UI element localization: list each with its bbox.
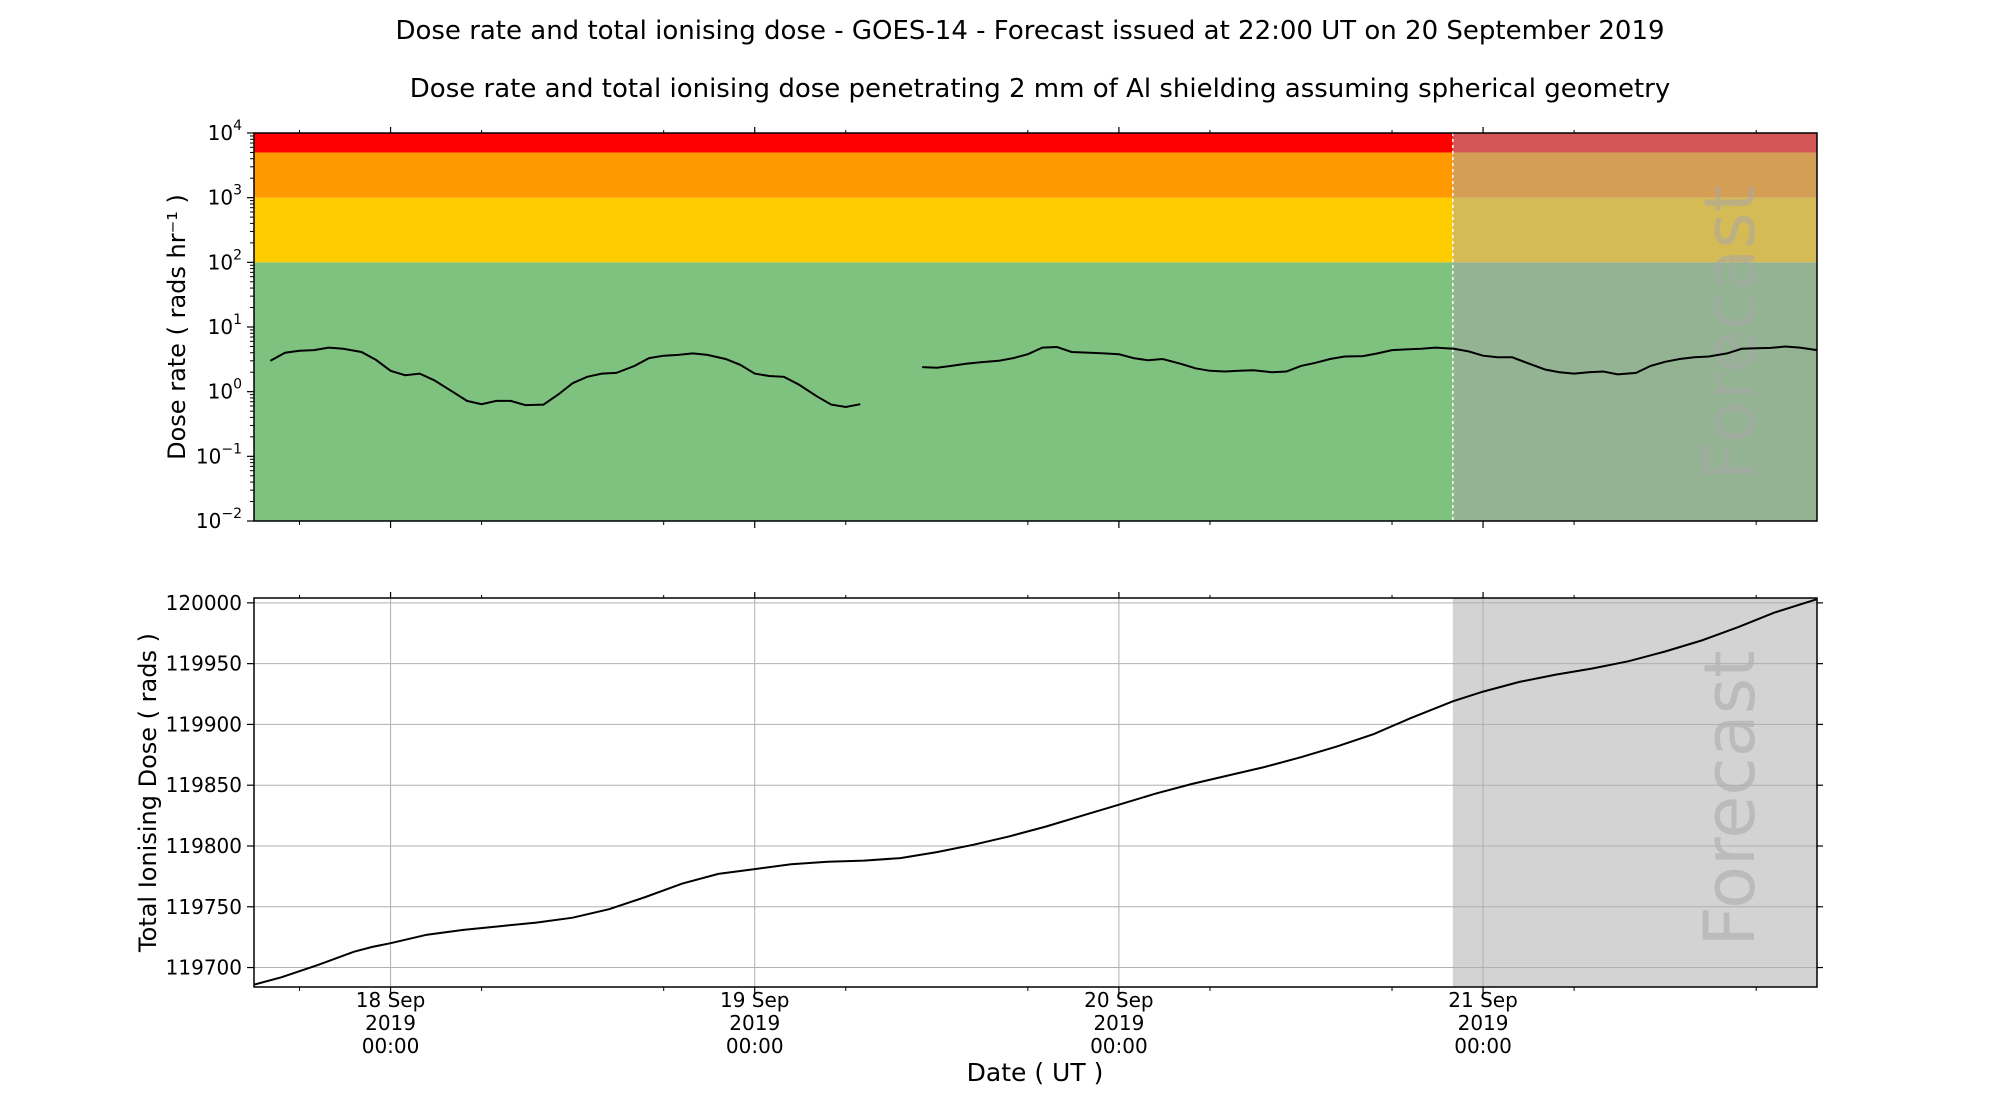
dose-rate-y-tick-label-0: 10−2 [196,506,242,533]
figure-title: Dose rate and total ionising dose - GOES… [395,16,1665,46]
risk-band-forecast-1 [1452,197,1817,263]
total-dose-y-tick-label-2: 119800 [166,834,242,858]
dose-rate-y-tick-label-3: 101 [208,312,242,339]
total-dose-y-tick-label-6: 120000 [166,591,242,615]
dose-rate-y-tick-label-6: 104 [208,118,242,145]
x-tick-label-date-3: 21 Sep [1448,988,1518,1012]
dose-rate-y-tick-label-1: 10−1 [196,441,242,468]
total-dose-y-tick-label-1: 119750 [166,895,242,919]
x-tick-label-time-0: 00:00 [362,1034,420,1058]
dose-rate-line-segment-1 [922,345,1818,376]
x-tick-label-time-2: 00:00 [1090,1034,1148,1058]
x-tick-label-year-0: 2019 [365,1011,416,1035]
total-dose-y-tick-label-0: 119700 [166,956,242,980]
total-dose-line [253,598,1818,986]
x-axis-label: Date ( UT ) [967,1058,1104,1087]
total-dose-y-tick-label-3: 119850 [166,773,242,797]
dose-rate-line-segment-0 [269,346,861,409]
total-dose-y-tick-label-4: 119900 [166,712,242,736]
x-tick-label-year-1: 2019 [729,1011,780,1035]
dose-rate-y-tick-label-5: 103 [208,183,242,210]
total-dose-panel: Forecast 119700 119750 119800 119850 119900 11… [134,591,1823,988]
x-tick-label-year-3: 2019 [1458,1011,1509,1035]
figure-subtitle: Dose rate and total ionising dose penetr… [409,74,1671,104]
total-dose-y-label: Total Ionising Dose ( rads ) [134,633,162,953]
risk-band-1 [254,197,1453,263]
risk-band-forecast-0 [1452,262,1817,521]
dose-rate-y-tick-label-4: 102 [208,247,242,274]
forecast-region [1452,598,1817,987]
forecast-label-bottom: Forecast [1689,650,1771,946]
dose-rate-y-label: Dose rate ( rads hr⁻¹ ) [163,194,191,460]
x-tick-label-date-2: 20 Sep [1084,988,1154,1012]
risk-band-forecast-2 [1452,152,1817,198]
dose-rate-y-tick-label-2: 100 [208,377,242,404]
dose-rate-panel: Forecast 10−2 10−1 100 101 102 103 104 Dose rate… [163,118,1818,533]
total-dose-y-tick-label-5: 119950 [166,652,242,676]
risk-band-2 [254,152,1453,198]
x-tick-label-time-1: 00:00 [726,1034,784,1058]
risk-band-0 [254,262,1453,521]
total-dose-frame [253,597,1818,988]
x-tick-label-date-1: 19 Sep [720,988,790,1012]
x-tick-label-date-0: 18 Sep [356,988,426,1012]
x-tick-label-time-3: 00:00 [1454,1034,1512,1058]
forecast-label: Forecast [1689,185,1771,481]
risk-band-3 [254,133,1453,153]
x-tick-label-year-2: 2019 [1093,1011,1144,1035]
risk-band-forecast-3 [1452,133,1817,153]
